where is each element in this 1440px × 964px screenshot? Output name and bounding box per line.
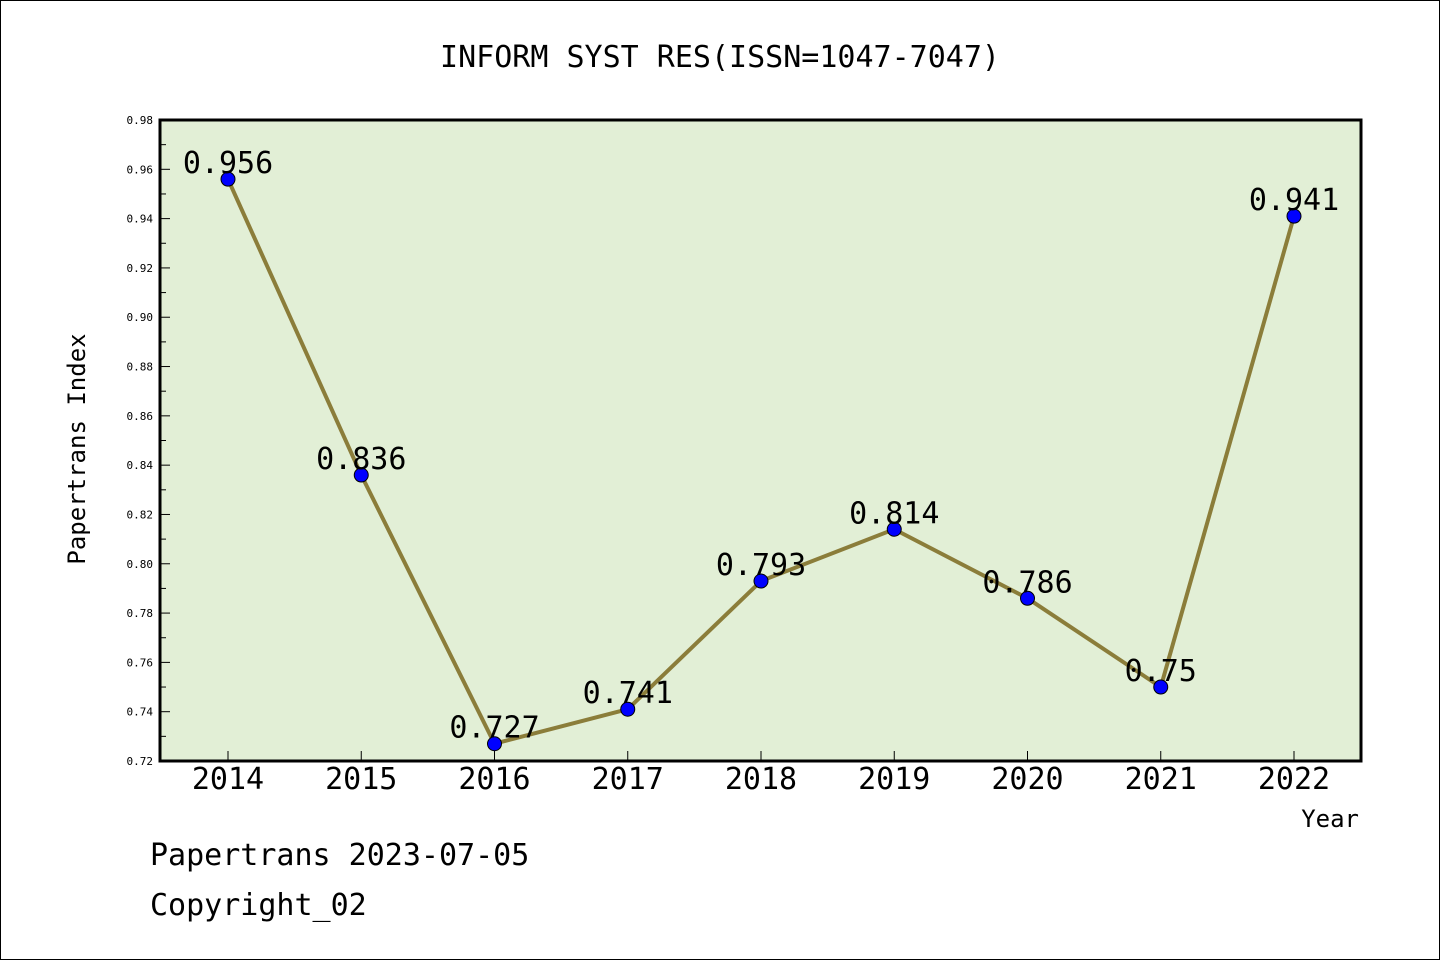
data-label: 0.741	[583, 676, 673, 711]
data-point	[487, 736, 502, 752]
x-tick-label: 2020	[991, 762, 1063, 797]
data-label: 0.941	[1249, 183, 1339, 218]
y-tick-label: 0.78	[127, 607, 154, 620]
y-tick-label: 0.88	[127, 361, 154, 374]
chart-title: INFORM SYST RES(ISSN=1047-7047)	[440, 40, 1000, 75]
data-point	[1020, 590, 1035, 606]
data-label: 0.793	[716, 548, 806, 583]
data-label: 0.814	[849, 496, 939, 531]
x-axis-label: Year	[1301, 805, 1359, 833]
y-tick-label: 0.76	[127, 656, 154, 669]
data-point	[753, 573, 769, 589]
series-group	[220, 171, 1302, 752]
data-label: 0.956	[183, 146, 273, 181]
data-point	[1286, 208, 1302, 224]
data-point	[220, 171, 236, 187]
x-tick-label: 2021	[1125, 762, 1197, 797]
y-tick-label: 0.82	[127, 508, 154, 521]
y-tick-label: 0.92	[127, 262, 154, 275]
data-label-group: 0.956 0.836 0.727 0.741 0.793 0.814 0.786 0.75 0…	[183, 146, 1339, 746]
data-label: 0.727	[449, 711, 539, 746]
y-tick-label: 0.74	[127, 706, 154, 719]
data-point	[620, 701, 636, 717]
x-tick-label: 2017	[592, 762, 664, 797]
x-tick-label: 2018	[725, 762, 797, 797]
x-tick-label: 2016	[458, 762, 530, 797]
y-tick-label: 0.86	[127, 410, 154, 423]
x-axis: 2014 2015 2016 2017 2018 2019 2020 2021 2022	[192, 751, 1330, 797]
y-tick-label: 0.94	[127, 213, 154, 226]
footer-date: Papertrans 2023-07-05	[150, 838, 529, 873]
data-label: 0.786	[982, 565, 1072, 600]
x-tick-label: 2014	[192, 762, 264, 797]
x-tick-label: 2019	[858, 762, 930, 797]
y-tick-label: 0.98	[127, 114, 154, 127]
footer-copyright: Copyright_02	[150, 888, 367, 923]
data-label: 0.836	[316, 442, 406, 477]
y-tick-label: 0.84	[127, 459, 154, 472]
y-axis-label: Papertrans Index	[63, 333, 91, 564]
data-point	[353, 467, 369, 483]
data-label: 0.75	[1125, 654, 1197, 689]
plot-area	[158, 118, 1363, 763]
y-axis: 0.72 0.74 0.76 0.78 0.80 0.82 0.84 0.86 0.88 0.90…	[127, 114, 170, 768]
data-point	[886, 521, 902, 537]
data-point	[1153, 679, 1169, 695]
y-tick-label: 0.90	[127, 311, 154, 324]
y-tick-label: 0.80	[127, 558, 154, 571]
x-tick-label: 2022	[1258, 762, 1330, 797]
x-tick-label: 2015	[325, 762, 397, 797]
y-tick-label: 0.96	[127, 163, 154, 176]
y-tick-label: 0.72	[127, 755, 154, 768]
